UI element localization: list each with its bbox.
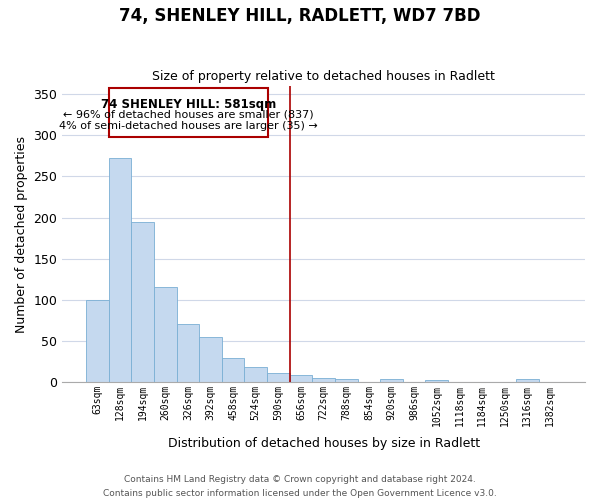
Bar [425,380,448,382]
Bar [222,358,244,382]
Bar [290,376,313,382]
Bar [199,337,222,382]
Bar [176,324,199,382]
Bar [313,378,335,382]
Y-axis label: Number of detached properties: Number of detached properties [15,136,28,332]
Text: Contains HM Land Registry data © Crown copyright and database right 2024.
Contai: Contains HM Land Registry data © Crown c… [103,476,497,498]
Bar [86,300,109,382]
Bar [516,378,539,382]
FancyBboxPatch shape [109,88,268,137]
Title: Size of property relative to detached houses in Radlett: Size of property relative to detached ho… [152,70,495,84]
Bar [109,158,131,382]
Bar [267,373,290,382]
X-axis label: Distribution of detached houses by size in Radlett: Distribution of detached houses by size … [167,437,480,450]
Bar [244,367,267,382]
Text: 74, SHENLEY HILL, RADLETT, WD7 7BD: 74, SHENLEY HILL, RADLETT, WD7 7BD [119,8,481,26]
Bar [131,222,154,382]
Bar [154,288,176,382]
Text: 4% of semi-detached houses are larger (35) →: 4% of semi-detached houses are larger (3… [59,122,318,132]
Text: ← 96% of detached houses are smaller (837): ← 96% of detached houses are smaller (83… [63,110,314,120]
Bar [335,378,358,382]
Text: 74 SHENLEY HILL: 581sqm: 74 SHENLEY HILL: 581sqm [101,98,276,110]
Bar [380,378,403,382]
